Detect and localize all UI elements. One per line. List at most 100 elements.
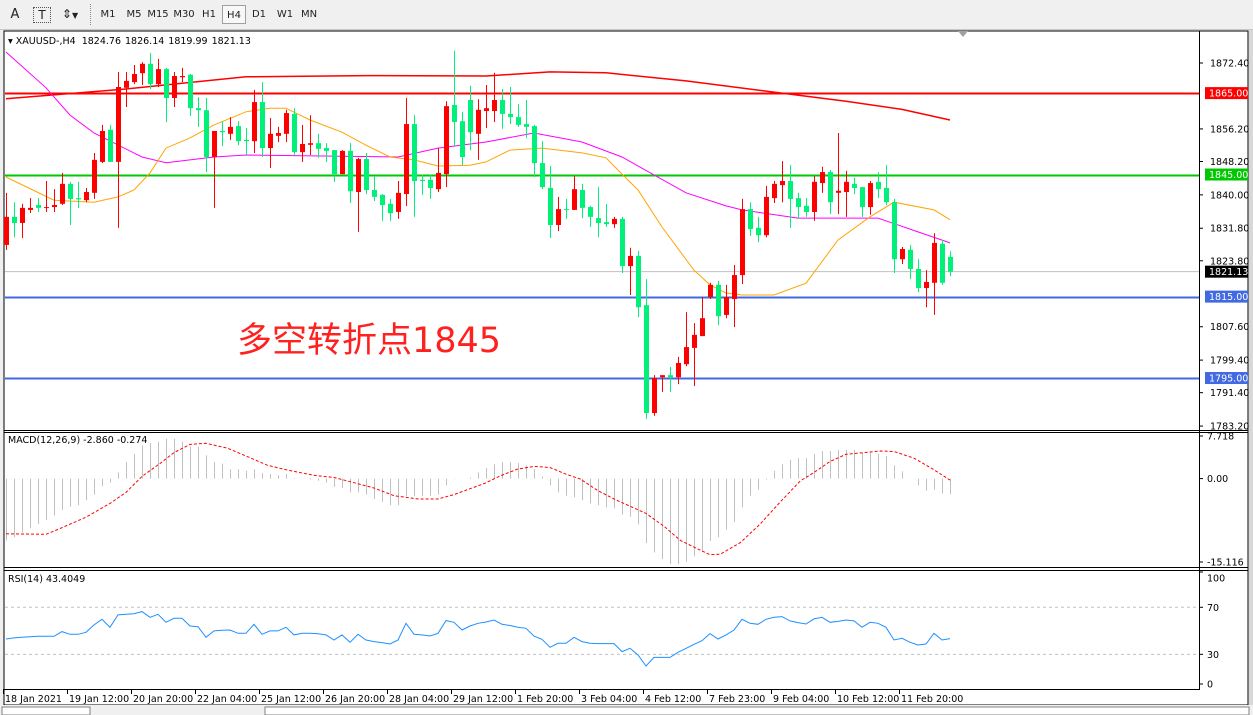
candle[interactable] bbox=[372, 176, 377, 201]
candle[interactable] bbox=[948, 251, 953, 277]
candle[interactable] bbox=[860, 187, 865, 217]
candle[interactable] bbox=[252, 89, 257, 153]
candle[interactable] bbox=[828, 170, 833, 214]
candle[interactable] bbox=[556, 196, 561, 232]
candle[interactable] bbox=[500, 89, 505, 129]
horizontal-scrollbar[interactable] bbox=[264, 706, 1250, 715]
candle[interactable] bbox=[156, 58, 161, 88]
candle[interactable] bbox=[12, 202, 17, 238]
candle[interactable] bbox=[84, 187, 89, 203]
timeframe-m1[interactable]: M1 bbox=[100, 9, 116, 20]
candle[interactable] bbox=[92, 152, 97, 199]
candle[interactable] bbox=[708, 282, 713, 300]
candle[interactable] bbox=[436, 148, 441, 193]
toolbar-grip[interactable] bbox=[90, 4, 93, 25]
rsi-panel[interactable]: 100 70 30 0 bbox=[5, 571, 1225, 691]
candle[interactable] bbox=[444, 101, 449, 188]
annotation-text[interactable]: 多空转折点1845 bbox=[237, 321, 501, 361]
candle[interactable] bbox=[548, 165, 553, 239]
candle[interactable] bbox=[532, 124, 537, 177]
candle[interactable] bbox=[412, 115, 417, 217]
candle[interactable] bbox=[932, 233, 937, 315]
candle[interactable] bbox=[276, 126, 281, 142]
price-panel[interactable]: 1872.40 1856.20 1848.20 1840.00 1831.80 1823.… bbox=[4, 50, 1249, 433]
candle[interactable] bbox=[788, 165, 793, 228]
text-tool-icon[interactable]: A bbox=[10, 7, 20, 22]
candle[interactable] bbox=[396, 181, 401, 219]
text-label-icon[interactable]: T bbox=[33, 7, 51, 23]
candle[interactable] bbox=[740, 198, 745, 285]
candle[interactable] bbox=[812, 176, 817, 221]
candle[interactable] bbox=[452, 50, 457, 147]
candle[interactable] bbox=[244, 128, 249, 155]
candle[interactable] bbox=[868, 181, 873, 215]
candle[interactable] bbox=[260, 82, 265, 158]
candle[interactable] bbox=[172, 71, 177, 107]
timeframe-h1[interactable]: H1 bbox=[202, 9, 216, 20]
timeframe-m30[interactable]: M30 bbox=[173, 9, 195, 20]
chart-shift-marker-icon[interactable] bbox=[958, 31, 968, 37]
candle[interactable] bbox=[460, 111, 465, 166]
candle[interactable] bbox=[236, 121, 241, 146]
candle[interactable] bbox=[604, 203, 609, 228]
candle[interactable] bbox=[20, 203, 25, 239]
candle[interactable] bbox=[476, 99, 481, 160]
candle[interactable] bbox=[756, 216, 761, 243]
candle[interactable] bbox=[100, 124, 105, 164]
candle[interactable] bbox=[916, 259, 921, 293]
candle[interactable] bbox=[716, 280, 721, 326]
candle[interactable] bbox=[164, 67, 169, 123]
candle[interactable] bbox=[796, 192, 801, 219]
candle[interactable] bbox=[636, 251, 641, 317]
candle[interactable] bbox=[116, 71, 121, 228]
timeframe-m5[interactable]: M5 bbox=[126, 9, 142, 20]
candle[interactable] bbox=[124, 71, 129, 107]
candle[interactable] bbox=[140, 62, 145, 85]
candle[interactable] bbox=[628, 247, 633, 295]
candle[interactable] bbox=[612, 216, 617, 228]
candle[interactable] bbox=[900, 246, 905, 265]
candle[interactable] bbox=[52, 189, 57, 212]
candle[interactable] bbox=[316, 133, 321, 158]
candle[interactable] bbox=[620, 216, 625, 274]
timeframe-mn[interactable]: MN bbox=[300, 9, 318, 20]
candle[interactable] bbox=[180, 67, 185, 83]
candle[interactable] bbox=[28, 198, 33, 214]
candle[interactable] bbox=[340, 150, 345, 175]
candle[interactable] bbox=[108, 124, 113, 162]
timeframe-w1[interactable]: W1 bbox=[276, 9, 294, 20]
candle[interactable] bbox=[420, 174, 425, 195]
candle[interactable] bbox=[148, 52, 153, 90]
candle[interactable] bbox=[884, 165, 889, 206]
candle[interactable] bbox=[188, 73, 193, 116]
timeframe-h4[interactable]: H4 bbox=[222, 5, 246, 24]
candle[interactable] bbox=[228, 117, 233, 140]
candle[interactable] bbox=[668, 367, 673, 392]
candle[interactable] bbox=[724, 284, 729, 319]
candle[interactable] bbox=[484, 84, 489, 129]
candle[interactable] bbox=[380, 194, 385, 221]
candle[interactable] bbox=[940, 240, 945, 285]
candle[interactable] bbox=[324, 143, 329, 162]
candle[interactable] bbox=[804, 198, 809, 217]
candle[interactable] bbox=[220, 121, 225, 147]
candle[interactable] bbox=[492, 72, 497, 123]
candle[interactable] bbox=[908, 244, 913, 280]
candle[interactable] bbox=[268, 117, 273, 169]
candle[interactable] bbox=[4, 192, 9, 250]
candle[interactable] bbox=[356, 157, 361, 232]
timeframe-d1[interactable]: D1 bbox=[251, 9, 267, 20]
candle[interactable] bbox=[60, 172, 65, 206]
candle[interactable] bbox=[364, 152, 369, 195]
candle[interactable] bbox=[348, 143, 353, 204]
macd-panel[interactable]: 7.718 0.00 -15.116 bbox=[5, 431, 1244, 569]
candle[interactable] bbox=[660, 375, 665, 392]
candle[interactable] bbox=[540, 141, 545, 190]
candle[interactable] bbox=[524, 100, 529, 138]
candle[interactable] bbox=[596, 187, 601, 238]
collapse-triangle-icon[interactable]: ▾ bbox=[8, 36, 16, 47]
candle[interactable] bbox=[196, 97, 201, 127]
candle[interactable] bbox=[332, 150, 337, 182]
candle[interactable] bbox=[836, 132, 841, 214]
candle[interactable] bbox=[204, 97, 209, 173]
